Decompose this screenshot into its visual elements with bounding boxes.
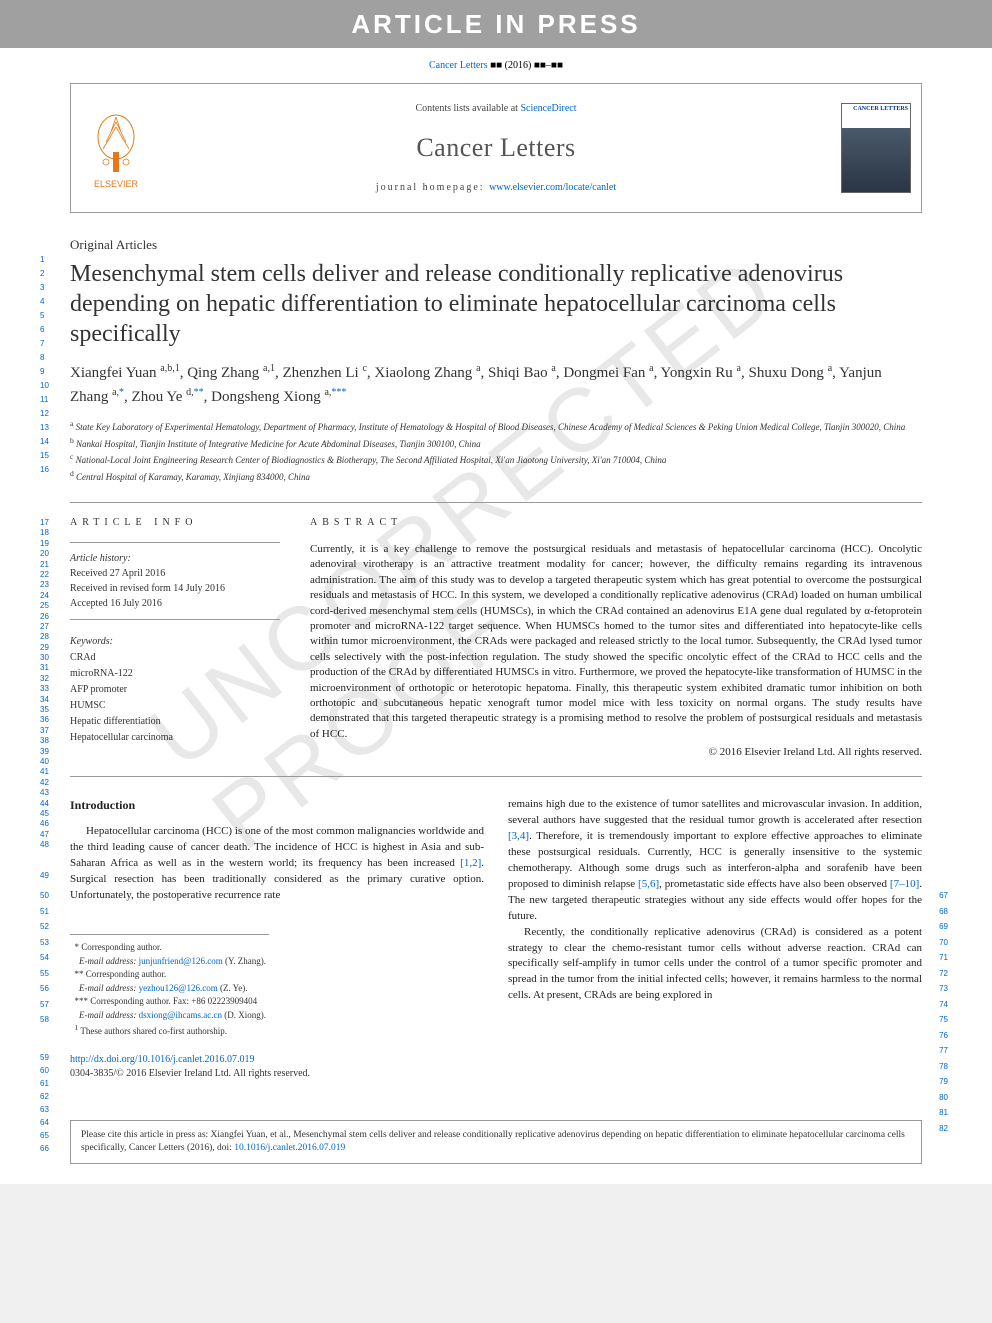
affiliations: a State Key Laboratory of Experimental H… xyxy=(70,418,922,484)
article-type: Original Articles xyxy=(70,237,922,253)
abstract-copyright: © 2016 Elsevier Ireland Ltd. All rights … xyxy=(310,746,922,758)
body-columns: Introduction Hepatocellular carcinoma (H… xyxy=(70,797,922,1082)
elsevier-tree-icon xyxy=(91,107,141,177)
ref-link[interactable]: [1,2] xyxy=(460,857,481,869)
journal-header-box: ELSEVIER Contents lists available at Sci… xyxy=(70,83,922,213)
cite-doi-link[interactable]: 10.1016/j.canlet.2016.07.019 xyxy=(234,1143,345,1153)
keywords-block: Keywords: CRAdmicroRNA-122AFP promoterHU… xyxy=(70,634,280,746)
cover-label: CANCER LETTERS xyxy=(842,104,910,128)
abstract-heading: ABSTRACT xyxy=(310,517,922,528)
homepage-line: journal homepage: www.elsevier.com/locat… xyxy=(376,182,616,193)
contents-line: Contents lists available at ScienceDirec… xyxy=(415,103,576,114)
abstract-column: ABSTRACT Currently, it is a key challeng… xyxy=(310,517,922,758)
article-info-column: ARTICLE INFO Article history: Received 2… xyxy=(70,517,280,758)
cite-prefix: Please cite this article in press as: Xi… xyxy=(81,1130,905,1153)
homepage-link[interactable]: www.elsevier.com/locate/canlet xyxy=(489,182,616,193)
abstract-text: Currently, it is a key challenge to remo… xyxy=(310,542,922,742)
keywords-label: Keywords: xyxy=(70,634,280,650)
journal-cover-thumb: CANCER LETTERS xyxy=(831,84,921,212)
info-heading: ARTICLE INFO xyxy=(70,517,280,528)
homepage-label: journal homepage: xyxy=(376,182,489,193)
header-center: Contents lists available at ScienceDirec… xyxy=(161,84,831,212)
authors-list: Xiangfei Yuan a,b,1, Qing Zhang a,1, Zhe… xyxy=(70,361,922,408)
divider xyxy=(70,502,922,503)
journal-link-top[interactable]: Cancer Letters xyxy=(429,60,488,71)
publisher-name: ELSEVIER xyxy=(94,179,138,189)
body-para-r1: remains high due to the existence of tum… xyxy=(508,797,922,925)
sciencedirect-link[interactable]: ScienceDirect xyxy=(520,103,576,114)
body-col-right: remains high due to the existence of tum… xyxy=(508,797,922,1082)
divider-full xyxy=(70,776,922,777)
ref-link[interactable]: [5,6] xyxy=(638,878,659,890)
intro-para-1: Hepatocellular carcinoma (HCC) is one of… xyxy=(70,824,484,904)
doi-copyright: 0304-3835/© 2016 Elsevier Ireland Ltd. A… xyxy=(70,1068,310,1079)
ref-link[interactable]: [7–10] xyxy=(890,878,919,890)
banner-text: ARTICLE IN PRESS xyxy=(351,9,640,40)
doi-block: http://dx.doi.org/10.1016/j.canlet.2016.… xyxy=(70,1053,484,1082)
article-in-press-banner: ARTICLE IN PRESS xyxy=(0,0,992,48)
citation-top: Cancer Letters ■■ (2016) ■■–■■ xyxy=(70,48,922,83)
article-title: Mesenchymal stem cells deliver and relea… xyxy=(70,259,922,349)
ref-link[interactable]: [3,4] xyxy=(508,830,529,842)
doi-link[interactable]: http://dx.doi.org/10.1016/j.canlet.2016.… xyxy=(70,1054,255,1065)
body-col-left: Introduction Hepatocellular carcinoma (H… xyxy=(70,797,484,1082)
publisher-logo: ELSEVIER xyxy=(71,84,161,212)
footnotes: * Corresponding author. E-mail address: … xyxy=(70,934,269,1039)
citation-ref: ■■ (2016) ■■–■■ xyxy=(490,60,563,71)
journal-name: Cancer Letters xyxy=(416,133,575,163)
intro-heading: Introduction xyxy=(70,797,484,814)
article-history: Article history: Received 27 April 2016R… xyxy=(70,542,280,620)
contents-prefix: Contents lists available at xyxy=(415,103,520,114)
body-para-r2: Recently, the conditionally replicative … xyxy=(508,925,922,1005)
history-label: Article history: xyxy=(70,551,280,566)
cite-footer: Please cite this article in press as: Xi… xyxy=(70,1120,922,1165)
